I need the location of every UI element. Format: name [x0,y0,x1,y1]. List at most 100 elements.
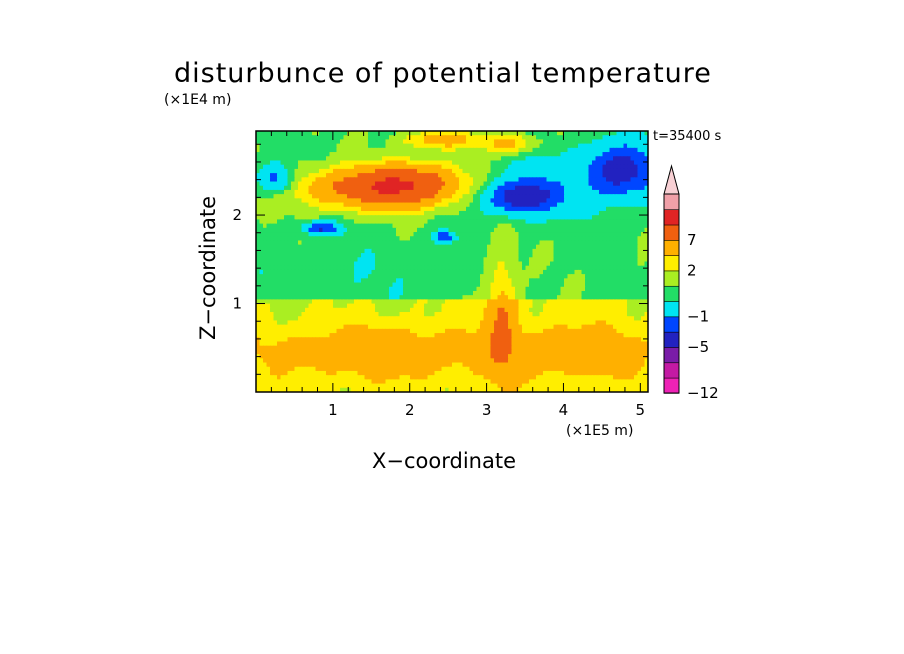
contour-cell [399,240,404,246]
contour-cell [455,290,460,296]
contour-cell [476,269,481,275]
contour-cell [452,257,457,263]
contour-cell [378,177,383,183]
contour-cell [305,152,310,157]
contour-cell [259,206,264,212]
contour-cell [595,198,600,204]
contour-cell [522,261,527,267]
contour-cell [294,173,299,178]
contour-cell [291,248,296,254]
contour-cell [371,316,376,322]
contour-cell [532,257,537,263]
contour-cell [347,227,352,233]
contour-cell [627,210,632,216]
contour-cell [515,185,520,191]
contour-cell [581,290,586,296]
contour-cell [378,181,383,187]
contour-cell [431,215,436,220]
contour-cell [427,194,432,199]
contour-cell [354,147,359,153]
contour-cell [305,139,310,145]
contour-cell [378,316,383,322]
contour-cell [634,147,639,153]
contour-cell [434,265,439,271]
contour-cell [420,261,425,267]
contour-cell [546,164,551,170]
contour-cell [599,257,604,263]
contour-cell [378,236,383,242]
contour-cell [361,164,366,170]
contour-cell [480,244,485,250]
contour-cell [515,143,520,149]
contour-cell [438,181,443,187]
contour-cell [445,312,450,317]
contour-cell [539,177,544,183]
contour-cell [315,206,320,212]
contour-cell [497,164,502,170]
contour-cell [581,244,586,250]
contour-cell [637,236,642,242]
contour-cell [588,236,593,242]
contour-cell [305,173,310,178]
contour-cell [578,185,583,191]
contour-cell [364,210,369,216]
contour-cell [403,248,408,254]
contour-cell [592,240,597,246]
contour-cell [497,198,502,204]
contour-cell [322,219,327,225]
contour-cell [518,147,523,153]
contour-cell [434,202,439,208]
contour-cell [354,307,359,313]
contour-cell [389,253,394,258]
contour-cell [501,143,506,149]
contour-cell [389,198,394,204]
contour-cell [333,244,338,250]
contour-cell [410,244,415,250]
contour-cell [574,257,579,263]
contour-cell [396,240,401,246]
contour-cell [620,257,625,263]
contour-cell [270,156,275,162]
contour-cell [322,185,327,191]
contour-cell [399,286,404,292]
contour-cell [389,177,394,183]
contour-cell [287,265,292,271]
contour-cell [599,185,604,191]
contour-cell [522,160,527,166]
contour-cell [637,223,642,229]
contour-cell [347,185,352,191]
contour-cell [641,210,646,216]
contour-cell [357,290,362,296]
contour-cell [315,164,320,170]
contour-cell [578,198,583,204]
contour-cell [571,173,576,178]
contour-cell [466,143,471,149]
contour-cell [508,219,513,225]
contour-cell [592,236,597,242]
contour-cell [375,236,380,242]
contour-cell [361,312,366,317]
contour-cell [487,265,492,271]
contour-cell [557,156,562,162]
contour-cell [574,303,579,309]
contour-cell [585,131,590,136]
contour-cell [585,135,590,141]
contour-cell [490,139,495,145]
contour-cell [641,269,646,275]
contour-cell [371,269,376,275]
contour-cell [473,131,478,136]
contour-cell [452,143,457,149]
contour-cell [340,210,345,216]
contour-cell [287,135,292,141]
contour-cell [536,253,541,258]
contour-cell [536,198,541,204]
contour-cell [564,177,569,183]
contour-cell [434,160,439,166]
contour-cell [322,295,327,300]
contour-cell [438,173,443,178]
contour-cell [641,312,646,317]
contour-cell [396,139,401,145]
contour-cell [347,269,352,275]
contour-cell [420,202,425,208]
contour-cell [588,164,593,170]
